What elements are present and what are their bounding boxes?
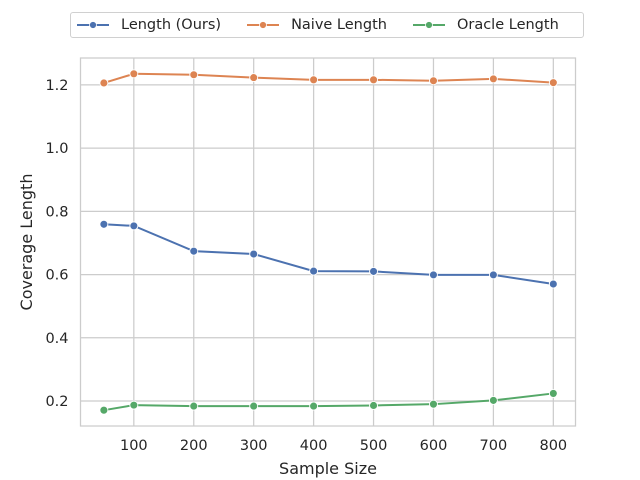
- x-tick-label: 600: [420, 438, 448, 454]
- data-point: [99, 78, 109, 88]
- data-point: [548, 388, 558, 398]
- data-point: [548, 279, 558, 289]
- data-point: [189, 70, 199, 80]
- data-point: [189, 246, 199, 256]
- y-tick-label: 0.8: [45, 204, 68, 220]
- data-point: [309, 266, 319, 276]
- x-tick-label: 500: [360, 438, 388, 454]
- data-point: [309, 75, 319, 85]
- series-naive-length: [99, 69, 558, 88]
- axis-ticks: 100 200 300 400 500 600 700 800 0.2 0.4 0.6 0.8 1.0 1…: [45, 78, 567, 454]
- grid-lines: [80, 58, 576, 426]
- data-point: [369, 266, 378, 276]
- y-tick-label: 1.2: [45, 78, 68, 94]
- x-tick-label: 800: [539, 438, 567, 454]
- x-tick-label: 700: [480, 438, 508, 454]
- data-point: [129, 221, 139, 231]
- legend-label: Length (Ours): [121, 17, 222, 33]
- legend-line-marker-icon: [247, 21, 280, 29]
- y-tick-label: 0.2: [45, 394, 68, 410]
- chart-legend: Length (Ours) Naive Length Oracle Length: [70, 12, 584, 38]
- plot-frame: [79, 57, 577, 427]
- data-point: [99, 219, 109, 229]
- data-point: [429, 76, 438, 86]
- y-tick-label: 0.4: [45, 331, 68, 347]
- data-point: [309, 401, 319, 411]
- data-point: [189, 401, 199, 411]
- data-point: [249, 73, 259, 83]
- legend-label: Oracle Length: [456, 17, 559, 33]
- data-point: [488, 270, 498, 280]
- data-point: [99, 405, 109, 415]
- legend-line-marker-icon: [77, 21, 109, 29]
- legend-item-length-ours: Length (Ours): [75, 17, 221, 33]
- legend-line-marker-icon: [412, 21, 445, 29]
- data-point: [548, 78, 558, 88]
- data-point: [429, 399, 438, 409]
- data-point: [429, 270, 438, 280]
- x-tick-label: 200: [180, 438, 208, 454]
- data-point: [129, 69, 139, 79]
- series-oracle-length: [99, 388, 558, 415]
- data-point: [369, 401, 378, 410]
- x-tick-label: 300: [240, 438, 268, 454]
- data-point: [369, 75, 378, 85]
- data-point: [249, 249, 259, 259]
- legend-label: Naive Length: [291, 17, 387, 33]
- x-axis-label: Sample Size: [279, 459, 377, 478]
- data-point: [129, 400, 139, 410]
- x-tick-label: 100: [120, 438, 148, 454]
- y-tick-label: 0.6: [45, 268, 68, 284]
- y-tick-label: 1.0: [45, 141, 68, 157]
- data-point: [249, 401, 259, 411]
- data-point: [488, 74, 498, 84]
- data-series: [99, 69, 558, 415]
- x-tick-label: 400: [300, 438, 328, 454]
- data-point: [488, 395, 498, 405]
- legend-item-oracle-length: Oracle Length: [411, 17, 559, 33]
- series-length-ours: [99, 219, 558, 289]
- legend-item-naive-length: Naive Length: [245, 17, 387, 33]
- y-axis-label: Coverage Length: [17, 174, 36, 311]
